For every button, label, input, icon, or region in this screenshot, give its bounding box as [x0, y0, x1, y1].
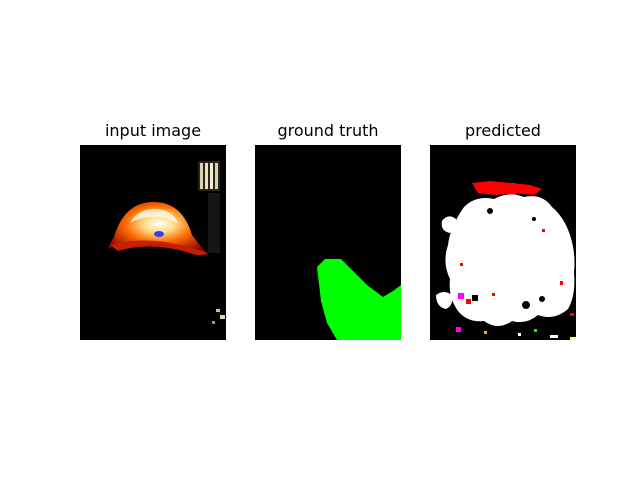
input-image: [80, 145, 226, 340]
predicted-mask: [430, 145, 576, 340]
ground-truth-title: ground truth: [277, 121, 379, 140]
ground-truth-panel: [255, 145, 401, 340]
predicted-panel: [430, 145, 576, 340]
ground-truth-mask: [255, 145, 401, 340]
input-image-panel: [80, 145, 226, 340]
predicted-title: predicted: [465, 121, 541, 140]
input-image-title: input image: [104, 121, 202, 140]
